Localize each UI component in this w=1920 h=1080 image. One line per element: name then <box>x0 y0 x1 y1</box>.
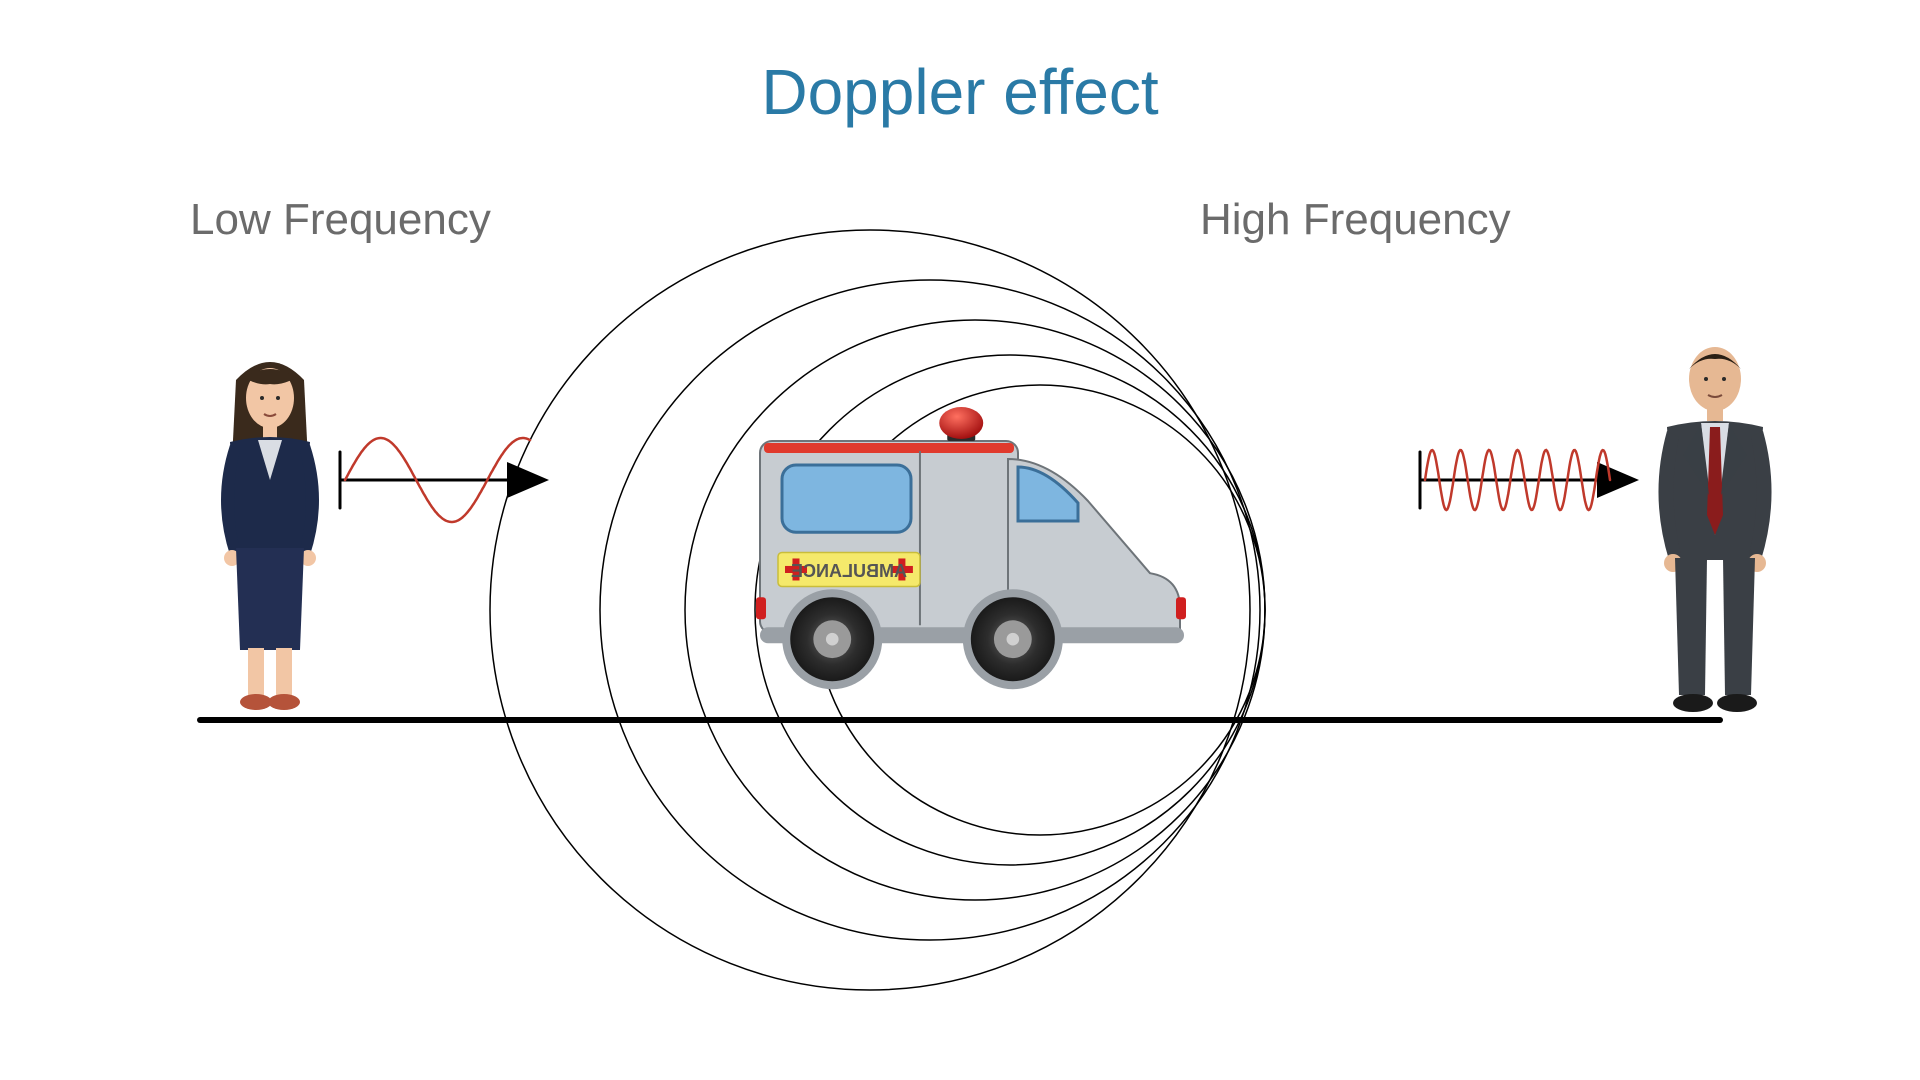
diagram-stage: Doppler effect Low Frequency High Freque… <box>0 0 1920 1080</box>
ambulance-icon: AMBULANCE <box>756 407 1186 689</box>
high-frequency-wave <box>1420 450 1630 510</box>
low-frequency-wave <box>340 438 540 522</box>
observer-woman-icon <box>221 362 319 710</box>
doppler-scene-svg: AMBULANCE <box>0 0 1920 1080</box>
svg-text:AMBULANCE: AMBULANCE <box>791 561 907 581</box>
observer-man-icon <box>1658 347 1771 712</box>
